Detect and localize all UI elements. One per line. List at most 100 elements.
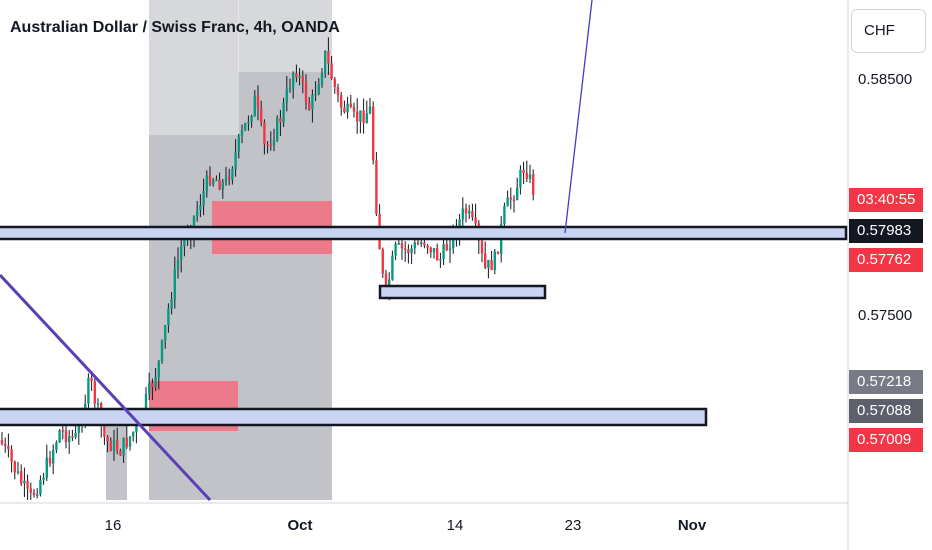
candle-body	[237, 136, 240, 152]
candle-body	[503, 206, 506, 225]
candle-body	[109, 441, 112, 451]
candle-body	[125, 437, 128, 447]
candles-group	[0, 37, 535, 500]
candle-body	[173, 269, 176, 300]
candle-body	[285, 88, 288, 103]
candle-body	[36, 494, 39, 496]
candle-body	[365, 113, 368, 124]
trend-line[interactable]	[0, 273, 212, 502]
candle-body	[74, 432, 77, 438]
candle-body	[16, 471, 20, 473]
candle-body	[240, 130, 244, 137]
y-tick-label: 0.57500	[858, 307, 913, 324]
candle-body	[308, 102, 311, 110]
candle-body	[317, 84, 320, 95]
candle-body	[266, 144, 269, 146]
candle-body	[164, 325, 167, 341]
projection-box-upper	[149, 0, 239, 135]
candle-body	[330, 63, 333, 80]
candle-body	[52, 449, 55, 464]
candle-body	[429, 247, 432, 253]
candle-body	[487, 260, 490, 268]
candle-body	[61, 430, 64, 432]
y-tick-label: 0.58500	[858, 71, 913, 88]
candle-body	[301, 75, 304, 82]
candle-body	[269, 144, 272, 147]
candle-body	[359, 110, 362, 122]
candle-body	[333, 79, 336, 87]
candle-body	[13, 461, 16, 473]
candle-body	[128, 436, 132, 447]
candle-body	[493, 251, 496, 271]
candle-body	[432, 248, 436, 253]
candle-body	[519, 169, 522, 188]
resistance-zone[interactable]	[0, 225, 848, 241]
candle-body	[404, 248, 407, 250]
countdown-badge: 03:40:55	[849, 188, 923, 212]
candle-body	[474, 217, 477, 224]
price-badge: 0.57983	[849, 219, 923, 243]
candle-body	[260, 108, 263, 123]
candle-body	[132, 432, 135, 437]
candle-body	[253, 95, 256, 117]
candle-body	[112, 439, 116, 451]
candle-body	[26, 480, 29, 489]
candle-body	[167, 308, 170, 326]
projection-line[interactable]	[564, 0, 593, 234]
candle-body	[148, 383, 151, 394]
x-tick-label: 23	[564, 517, 582, 534]
candle-body	[372, 106, 375, 161]
candle-body	[490, 260, 493, 271]
candle-body	[375, 160, 378, 215]
candle-body	[496, 251, 500, 254]
candle-body	[23, 480, 26, 484]
candle-body	[151, 383, 154, 388]
candle-body	[244, 123, 247, 131]
candle-body	[311, 94, 314, 110]
projection-box-small	[106, 410, 127, 500]
support-zone-small[interactable]	[378, 284, 547, 300]
candle-body	[292, 73, 295, 89]
candle-body	[388, 279, 391, 288]
chart-title: Australian Dollar / Swiss Franc, 4h, OAN…	[10, 19, 340, 36]
candle-body	[343, 107, 346, 113]
candle-body	[320, 72, 324, 85]
candle-body	[349, 103, 352, 107]
currency-button[interactable]: CHF	[851, 9, 926, 53]
candle-body	[64, 430, 68, 443]
candle-body	[471, 211, 474, 218]
candle-body	[39, 480, 42, 495]
candle-body	[362, 110, 365, 124]
candle-body	[352, 106, 356, 112]
candle-body	[144, 393, 148, 412]
candle-body	[96, 403, 100, 405]
candle-body	[528, 174, 532, 179]
candle-body	[135, 421, 138, 433]
candle-body	[512, 199, 516, 202]
candle-body	[250, 116, 253, 122]
candle-body	[71, 436, 74, 438]
candle-body	[336, 86, 340, 95]
candle-body	[324, 51, 327, 73]
candle-body	[29, 488, 32, 493]
candle-body	[416, 242, 420, 244]
candle-body	[68, 436, 71, 443]
candle-body	[461, 208, 464, 220]
candle-body	[464, 208, 468, 214]
candle-body	[356, 111, 359, 122]
candle-body	[509, 197, 512, 200]
candle-body	[445, 244, 448, 251]
candle-body	[170, 299, 173, 309]
candle-body	[176, 259, 180, 270]
candle-body	[423, 242, 426, 246]
candle-body	[55, 442, 58, 450]
candle-body	[218, 179, 221, 190]
candle-body	[368, 106, 372, 114]
candle-body	[180, 246, 183, 260]
candle-body	[314, 94, 317, 96]
candle-body	[122, 437, 125, 456]
candle-body	[160, 340, 164, 362]
support-zone-lower[interactable]	[0, 407, 708, 427]
candle-body	[208, 175, 212, 184]
